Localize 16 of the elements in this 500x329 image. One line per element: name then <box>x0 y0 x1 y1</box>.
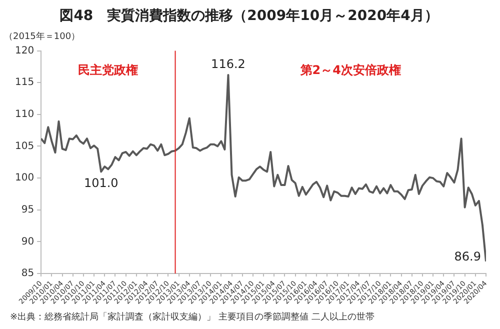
data-label: 116.2 <box>211 57 246 72</box>
y-tick-label: 105 <box>14 140 34 152</box>
y-tick-label: 95 <box>21 204 34 216</box>
text: ※出典：総務省統計局「家計調査（家計収支編）」 主要項目の季節調整値 二人以上の世帯 <box>10 311 374 322</box>
chart-title: 図48 実質消費指数の推移（2009年10月～2020年4月） <box>60 7 438 24</box>
y-tick-label: 100 <box>14 172 34 184</box>
y-tick-label: 120 <box>14 45 34 56</box>
y-tick-label: 110 <box>14 109 34 120</box>
data-label: 101.0 <box>84 176 118 190</box>
annotation: 第2～4次安倍政権 <box>299 62 401 77</box>
annotation: 民主党政権 <box>78 62 138 77</box>
data-label: 86.9 <box>454 250 481 264</box>
y-tick-label: 115 <box>14 77 34 88</box>
y-tick-label: 85 <box>21 268 34 280</box>
y-tick-label: 90 <box>21 236 34 248</box>
y-axis-title: （2015年＝100） <box>4 31 80 42</box>
